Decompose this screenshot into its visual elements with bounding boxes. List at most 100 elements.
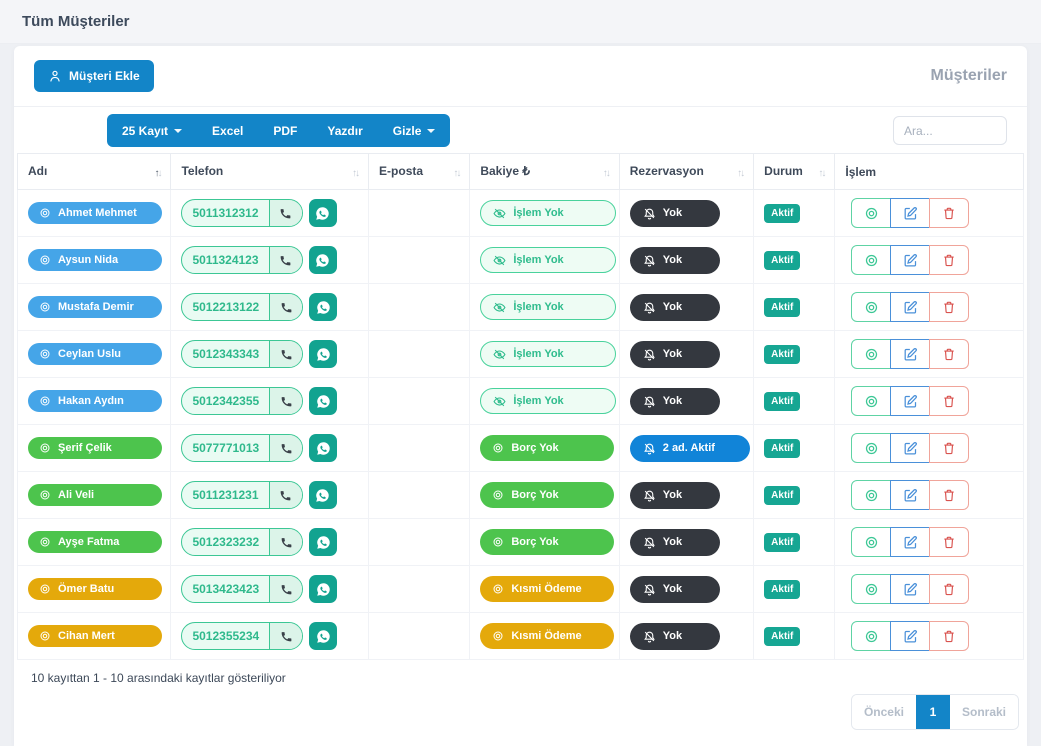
edit-button[interactable]: [890, 386, 931, 416]
phone-pill[interactable]: 5013423423: [181, 575, 304, 603]
phone-pill[interactable]: 5012342355: [181, 387, 304, 415]
delete-button[interactable]: [929, 292, 970, 322]
balance-label: İşlem Yok: [513, 301, 564, 313]
customer-name-pill[interactable]: Ayşe Fatma: [28, 531, 162, 553]
whatsapp-button[interactable]: [309, 622, 338, 650]
customer-name-pill[interactable]: Ali Veli: [28, 484, 162, 506]
view-button[interactable]: [851, 198, 892, 228]
phone-pill[interactable]: 5011231231: [181, 481, 303, 509]
edit-button[interactable]: [890, 245, 931, 275]
edit-button[interactable]: [890, 621, 931, 651]
column-header-adi[interactable]: Adı ↑↓: [16, 153, 172, 190]
balance-label: Borç Yok: [511, 536, 559, 548]
delete-button[interactable]: [929, 339, 970, 369]
edit-button[interactable]: [890, 527, 931, 557]
phone-pill[interactable]: 5012355234: [181, 622, 304, 650]
whatsapp-button[interactable]: [309, 387, 338, 415]
phone-pill[interactable]: 5012323232: [181, 528, 304, 556]
column-header-rezervasyon[interactable]: Rezervasyon ↑↓: [618, 153, 755, 190]
pagination-previous-button[interactable]: Önceki: [851, 695, 916, 729]
call-button[interactable]: [269, 435, 303, 461]
print-button[interactable]: Yazdır: [312, 114, 377, 147]
target-icon: [492, 489, 504, 501]
whatsapp-button[interactable]: [308, 199, 337, 227]
edit-button[interactable]: [890, 574, 931, 604]
view-button[interactable]: [851, 339, 892, 369]
whatsapp-button[interactable]: [309, 340, 338, 368]
customer-name-pill[interactable]: Ceylan Uslu: [28, 343, 162, 365]
column-header-eposta[interactable]: E-posta ↑↓: [368, 153, 471, 190]
table-row: Hakan Aydın 5012342355 İşlem: [16, 377, 1024, 425]
status-badge: Aktif: [764, 486, 801, 505]
whatsapp-button[interactable]: [309, 575, 338, 603]
customer-name-pill[interactable]: Şerif Çelik: [28, 437, 162, 459]
customer-name-pill[interactable]: Ömer Batu: [28, 578, 162, 600]
view-button[interactable]: [851, 621, 892, 651]
delete-button[interactable]: [929, 433, 970, 463]
view-button[interactable]: [851, 527, 892, 557]
view-button[interactable]: [851, 574, 892, 604]
whatsapp-button[interactable]: [308, 246, 337, 274]
call-button[interactable]: [269, 341, 303, 367]
target-icon: [492, 630, 504, 642]
call-button[interactable]: [269, 623, 303, 649]
customer-name-pill[interactable]: Ahmet Mehmet: [28, 202, 162, 224]
call-button[interactable]: [269, 294, 303, 320]
records-per-page-dropdown[interactable]: 25 Kayıt: [107, 114, 197, 147]
target-icon: [864, 253, 879, 268]
delete-button[interactable]: [929, 386, 970, 416]
export-pdf-button[interactable]: PDF: [258, 114, 312, 147]
column-header-bakiye[interactable]: Bakiye ₺ ↑↓: [469, 153, 620, 190]
call-button[interactable]: [268, 247, 302, 273]
table-row: Ahmet Mehmet 5011312312 İşlem: [16, 189, 1024, 237]
delete-button[interactable]: [929, 621, 970, 651]
add-customer-button[interactable]: Müşteri Ekle: [34, 60, 154, 92]
customer-name-pill[interactable]: Hakan Aydın: [28, 390, 162, 412]
pagination-next-button[interactable]: Sonraki: [949, 695, 1018, 729]
customer-name-pill[interactable]: Cihan Mert: [28, 625, 162, 647]
view-button[interactable]: [851, 292, 892, 322]
customer-name-pill[interactable]: Mustafa Demir: [28, 296, 162, 318]
view-button[interactable]: [851, 480, 892, 510]
phone-number: 5012355234: [192, 629, 260, 643]
call-button[interactable]: [269, 529, 303, 555]
delete-button[interactable]: [929, 574, 970, 604]
phone-number: 5012342355: [192, 394, 260, 408]
edit-button[interactable]: [890, 339, 931, 369]
search-input[interactable]: [893, 116, 1007, 145]
view-button[interactable]: [851, 245, 892, 275]
phone-pill[interactable]: 5011312312: [181, 199, 303, 227]
pagination-page-1-button[interactable]: 1: [915, 695, 950, 729]
phone-icon: [279, 254, 292, 267]
phone-pill[interactable]: 5012213122: [181, 293, 304, 321]
chevron-down-icon: [427, 128, 436, 133]
phone-pill[interactable]: 5077771013: [181, 434, 304, 462]
column-header-durum[interactable]: Durum ↑↓: [753, 153, 836, 190]
customer-name-pill[interactable]: Aysun Nida: [28, 249, 162, 271]
whatsapp-button[interactable]: [309, 434, 338, 462]
edit-button[interactable]: [890, 198, 931, 228]
call-button[interactable]: [268, 200, 302, 226]
view-button[interactable]: [851, 386, 892, 416]
edit-button[interactable]: [890, 433, 931, 463]
column-header-telefon[interactable]: Telefon ↑↓: [170, 153, 370, 190]
whatsapp-button[interactable]: [308, 481, 337, 509]
call-button[interactable]: [269, 388, 303, 414]
edit-button[interactable]: [890, 292, 931, 322]
row-actions: [851, 433, 970, 463]
export-excel-button[interactable]: Excel: [197, 114, 258, 147]
delete-button[interactable]: [929, 480, 970, 510]
call-button[interactable]: [269, 576, 303, 602]
delete-button[interactable]: [929, 527, 970, 557]
whatsapp-icon: [315, 206, 330, 221]
whatsapp-button[interactable]: [309, 528, 338, 556]
phone-pill[interactable]: 5012343343: [181, 340, 304, 368]
hide-columns-dropdown[interactable]: Gizle: [378, 114, 451, 147]
phone-pill[interactable]: 5011324123: [181, 246, 303, 274]
call-button[interactable]: [268, 482, 302, 508]
edit-button[interactable]: [890, 480, 931, 510]
delete-button[interactable]: [929, 198, 970, 228]
view-button[interactable]: [851, 433, 892, 463]
whatsapp-button[interactable]: [309, 293, 338, 321]
delete-button[interactable]: [929, 245, 970, 275]
